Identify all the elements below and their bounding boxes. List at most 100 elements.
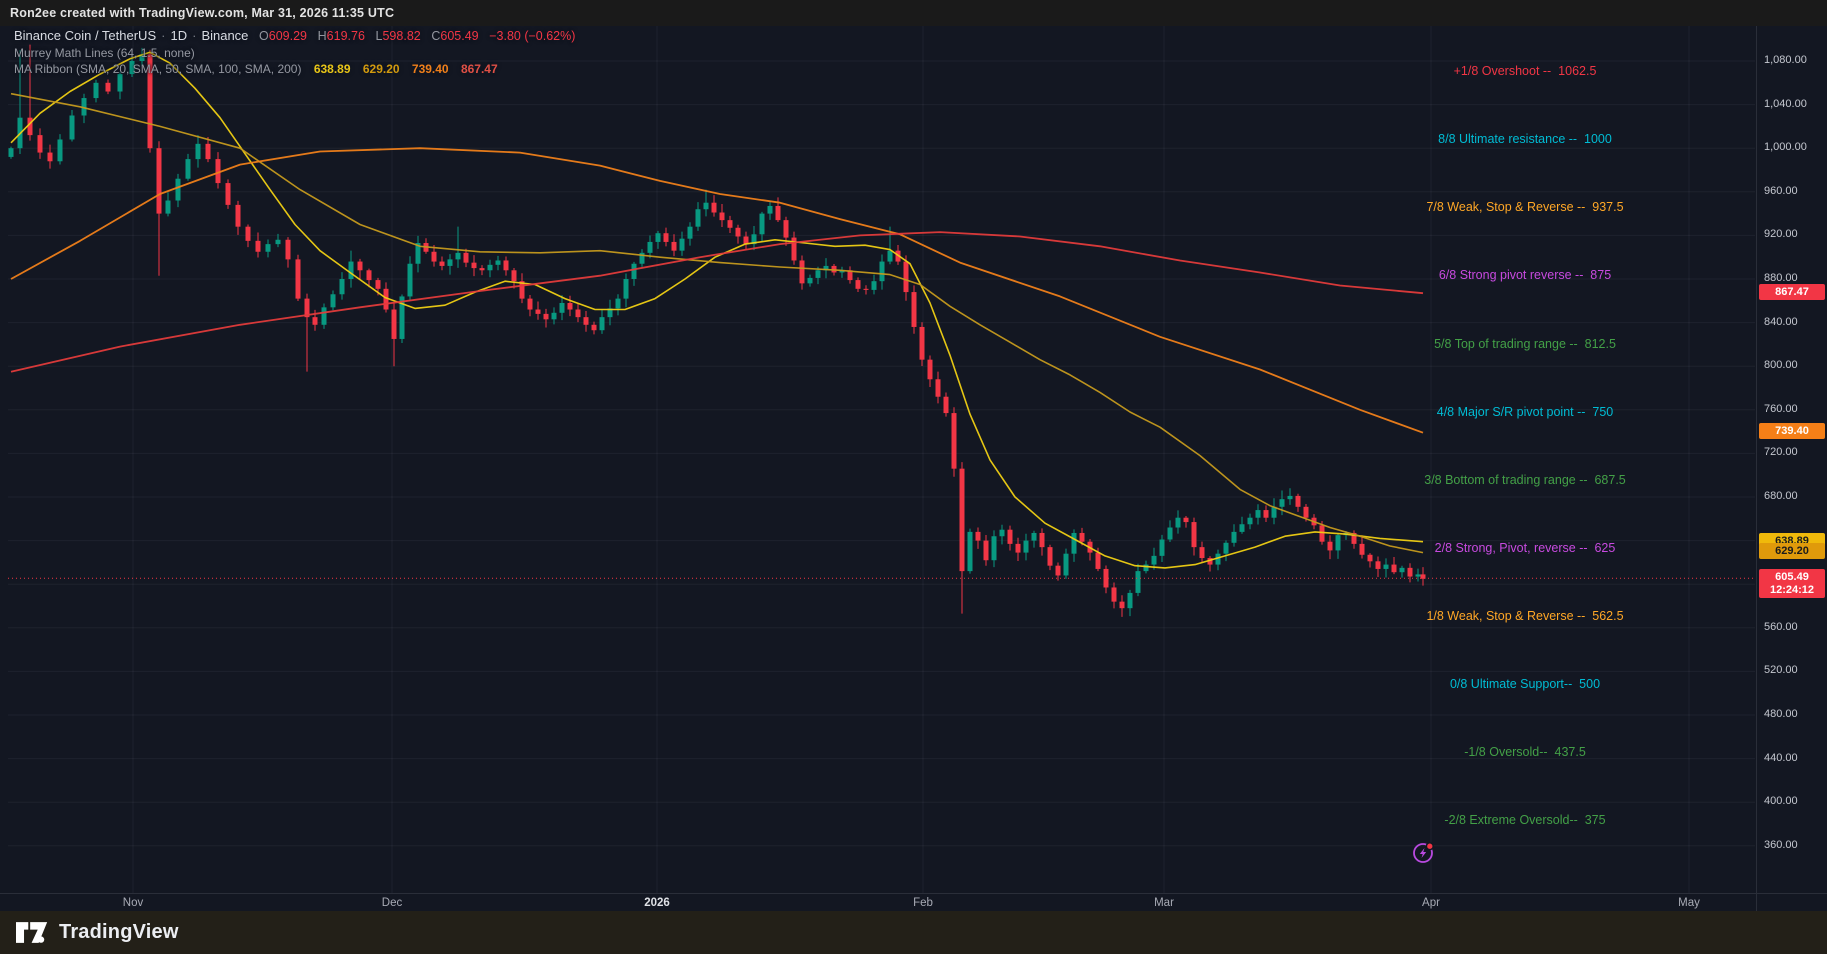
symbol-title[interactable]: Binance Coin / TetherUS bbox=[14, 28, 157, 43]
candle-body bbox=[185, 159, 191, 179]
candle-body bbox=[1295, 495, 1301, 507]
price-tick-label: 360.00 bbox=[1764, 838, 1798, 851]
tradingview-logo-text: TradingView bbox=[59, 921, 179, 943]
candle-body bbox=[1159, 539, 1165, 556]
candle-body bbox=[591, 324, 597, 331]
candle-body bbox=[1279, 499, 1285, 507]
candle-body bbox=[366, 270, 372, 281]
candle-body bbox=[156, 148, 162, 214]
candle-body bbox=[847, 270, 853, 281]
candle-body bbox=[1095, 552, 1101, 569]
candle-body bbox=[1031, 532, 1037, 541]
candle-body bbox=[479, 268, 485, 271]
price-badge: 867.47 bbox=[1759, 283, 1825, 300]
time-axis-month-label: Feb bbox=[913, 897, 933, 909]
candle-body bbox=[1103, 568, 1109, 588]
interval-label[interactable]: 1D bbox=[170, 28, 188, 43]
candle-body bbox=[639, 252, 645, 264]
candle-body bbox=[527, 298, 533, 310]
candle-body bbox=[823, 265, 829, 271]
price-tick-label: 880.00 bbox=[1764, 272, 1798, 284]
tradingview-logo-icon bbox=[16, 922, 48, 943]
candle-body bbox=[8, 148, 14, 157]
candle-body bbox=[759, 213, 765, 235]
candle-body bbox=[330, 294, 336, 308]
candle-body bbox=[599, 317, 605, 331]
separator-dot: · bbox=[161, 28, 166, 43]
indicator-murrey-title[interactable]: Murrey Math Lines (64, 1.5, none) bbox=[14, 45, 195, 60]
price-tick-label: 720.00 bbox=[1764, 446, 1798, 459]
candle-body bbox=[543, 313, 549, 320]
candle-body bbox=[871, 281, 877, 290]
candle-body bbox=[1071, 532, 1077, 554]
footer-bar: TradingView bbox=[0, 911, 1827, 954]
candle-body bbox=[275, 239, 281, 245]
candle-body bbox=[807, 277, 813, 284]
indicator-murrey-row[interactable]: Murrey Math Lines (64, 1.5, none) bbox=[14, 47, 575, 59]
murrey-level-label: 3/8 Bottom of trading range -- 687.5 bbox=[1424, 472, 1626, 487]
murrey-level-label: 8/8 Ultimate resistance -- 1000 bbox=[1438, 132, 1612, 147]
time-axis-month-label: Mar bbox=[1154, 897, 1174, 909]
price-tick-label: 400.00 bbox=[1764, 795, 1798, 808]
symbol-row[interactable]: Binance Coin / TetherUS · 1D · Binance O609.… bbox=[14, 29, 575, 43]
candle-body bbox=[855, 280, 861, 289]
price-tick-label: 560.00 bbox=[1764, 620, 1798, 633]
candle-body bbox=[295, 259, 301, 299]
candle-body bbox=[321, 307, 327, 325]
candle-body bbox=[235, 204, 241, 227]
price-axis[interactable]: 1,080.00 1,040.00 1,000.00 960.00 920.00 880.… bbox=[1756, 26, 1827, 893]
candle-body bbox=[1127, 592, 1133, 609]
price-tick-label: 520.00 bbox=[1764, 664, 1798, 677]
candle-body bbox=[1055, 565, 1061, 576]
candle-body bbox=[519, 281, 525, 299]
candle-body bbox=[1151, 555, 1157, 565]
candle-body bbox=[631, 263, 637, 279]
candle-body bbox=[879, 261, 885, 282]
time-axis[interactable]: Nov Dec 2026 Feb Mar Apr May bbox=[0, 893, 1827, 912]
lightning-event-icon[interactable] bbox=[1413, 842, 1434, 863]
low-value: 598.82 bbox=[382, 29, 421, 43]
candle-body bbox=[1063, 553, 1069, 576]
candle-body bbox=[615, 298, 621, 309]
candle-body bbox=[711, 202, 717, 213]
tradingview-logo[interactable]: TradingView bbox=[16, 919, 179, 946]
candle-body bbox=[1247, 517, 1253, 525]
candle-body bbox=[1383, 564, 1389, 569]
candle-body bbox=[69, 115, 75, 140]
candle-body bbox=[799, 260, 805, 284]
candle-body bbox=[139, 54, 145, 61]
candle-body bbox=[1407, 567, 1413, 577]
candle-body bbox=[551, 312, 557, 320]
murrey-level-label: -2/8 Extreme Oversold-- 375 bbox=[1444, 813, 1606, 828]
price-badge: 739.40 bbox=[1759, 423, 1825, 440]
candle-body bbox=[959, 468, 965, 572]
candle-body bbox=[1287, 495, 1293, 500]
candle-body bbox=[1023, 540, 1029, 553]
candle-body bbox=[1335, 535, 1341, 551]
candle-body bbox=[265, 244, 271, 252]
attribution-bar: Ron2ee created with TradingView.com, Mar… bbox=[0, 0, 1827, 26]
candle-body bbox=[1199, 547, 1205, 559]
indicator-ma-ribbon-title[interactable]: MA Ribbon (SMA, 20, SMA, 50, SMA, 100, S… bbox=[14, 61, 302, 76]
indicator-ma-ribbon-row[interactable]: MA Ribbon (SMA, 20, SMA, 50, SMA, 100, S… bbox=[14, 63, 575, 75]
candle-body bbox=[1175, 517, 1181, 528]
exchange-label: Binance bbox=[201, 28, 249, 43]
candle-body bbox=[1231, 531, 1237, 543]
candle-body bbox=[1079, 532, 1085, 542]
candle-body bbox=[1319, 525, 1325, 542]
chart-legend: Binance Coin / TetherUS · 1D · Binance O609.… bbox=[14, 29, 575, 79]
candle-body bbox=[1111, 587, 1117, 602]
candle-body bbox=[511, 270, 517, 282]
ma-line-sma200 bbox=[10, 231, 1424, 373]
candle-body bbox=[1215, 553, 1221, 565]
candle-body bbox=[1239, 524, 1245, 532]
candle-body bbox=[1375, 561, 1381, 569]
price-tick-label: 800.00 bbox=[1764, 359, 1798, 372]
separator-dot: · bbox=[192, 28, 197, 43]
price-tick-label: 1,080.00 bbox=[1764, 54, 1807, 66]
candle-body bbox=[535, 309, 541, 314]
candle-body bbox=[767, 205, 773, 214]
time-axis-year-label: 2026 bbox=[644, 897, 670, 909]
